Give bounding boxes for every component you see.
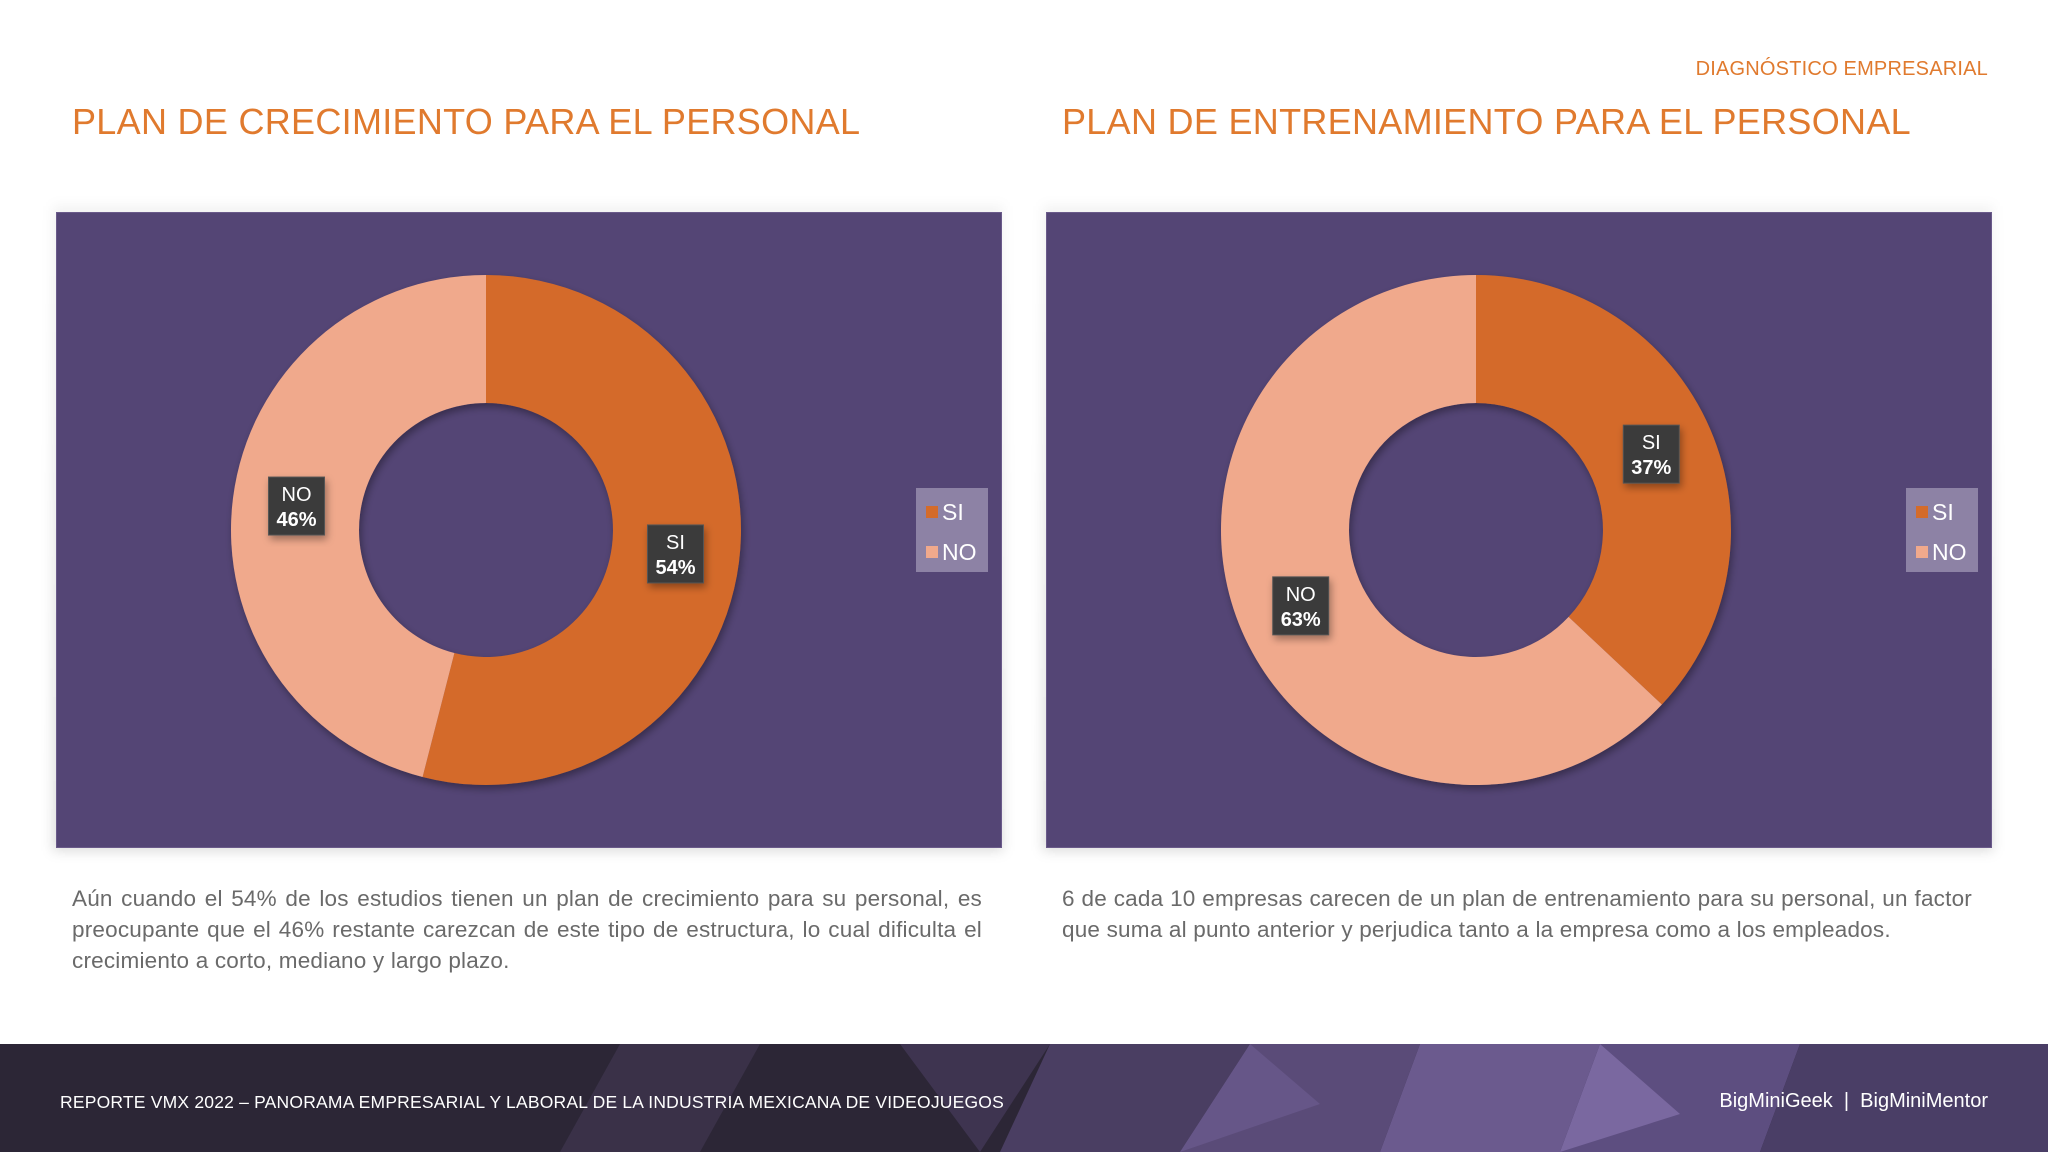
data-label-no: NO 63% <box>1272 576 1330 636</box>
data-label-category: NO <box>1286 584 1316 606</box>
legend-swatch-no <box>926 546 938 558</box>
training-plan-donut-chart: SI 37% NO 63% SI NO <box>1046 212 1992 848</box>
legend-swatch-si <box>1916 506 1928 518</box>
legend-swatch-si <box>926 506 938 518</box>
legend-item-si: SI <box>926 492 988 532</box>
data-label-value: 63% <box>1281 609 1321 631</box>
footer-brand: BigMiniGeek | BigMiniMentor <box>1719 1090 1988 1112</box>
data-label-value: 54% <box>655 557 695 579</box>
legend-label-si: SI <box>942 498 964 525</box>
data-label-no: NO 46% <box>268 476 326 536</box>
report-section-tag: DIAGNÓSTICO EMPRESARIAL <box>1695 58 1988 80</box>
footer: REPORTE VMX 2022 – PANORAMA EMPRESARIAL … <box>0 1044 2048 1152</box>
donut-slice-si <box>1476 275 1731 705</box>
legend-item-no: NO <box>1916 532 1978 572</box>
training-plan-description: 6 de cada 10 empresas carecen de un plan… <box>1062 886 1972 942</box>
data-label-category: SI <box>1642 432 1661 454</box>
legend-item-no: NO <box>926 532 988 572</box>
legend-item-si: SI <box>1916 492 1978 532</box>
legend-label-si: SI <box>1932 498 1954 525</box>
legend-label-no: NO <box>942 538 977 565</box>
section-title-training-plan: PLAN DE ENTRENAMIENTO PARA EL PERSONAL <box>1062 101 1911 142</box>
data-label-si: SI 37% <box>1622 424 1680 484</box>
data-label-si: SI 54% <box>646 524 704 584</box>
section-title-growth-plan: PLAN DE CRECIMIENTO PARA EL PERSONAL <box>72 101 861 142</box>
data-label-box <box>646 524 704 584</box>
data-label-value: 46% <box>276 509 316 531</box>
data-label-value: 37% <box>1631 457 1671 479</box>
footer-report-title: REPORTE VMX 2022 – PANORAMA EMPRESARIAL … <box>60 1092 1004 1112</box>
donut-svg: SI 54% NO 46% <box>230 275 741 785</box>
data-label-box <box>1272 576 1330 636</box>
data-label-category: NO <box>282 484 312 506</box>
legend-swatch-no <box>1916 546 1928 558</box>
donut-slice-no <box>1221 275 1662 785</box>
chart-legend: SI NO <box>916 488 988 572</box>
growth-plan-donut-chart: SI 54% NO 46% SI NO <box>56 212 1002 848</box>
chart-legend: SI NO <box>1906 488 1978 572</box>
data-label-box <box>1622 424 1680 484</box>
data-label-category: SI <box>666 532 685 554</box>
donut-slice-si <box>422 275 741 785</box>
growth-plan-description: Aún cuando el 54% de los estudios tienen… <box>72 886 982 973</box>
donut-svg: SI 37% NO 63% <box>1221 275 1731 785</box>
donut-slice-no <box>230 275 486 777</box>
footer-decoration <box>560 1044 2048 1152</box>
data-label-box <box>268 476 326 536</box>
legend-label-no: NO <box>1932 538 1967 565</box>
